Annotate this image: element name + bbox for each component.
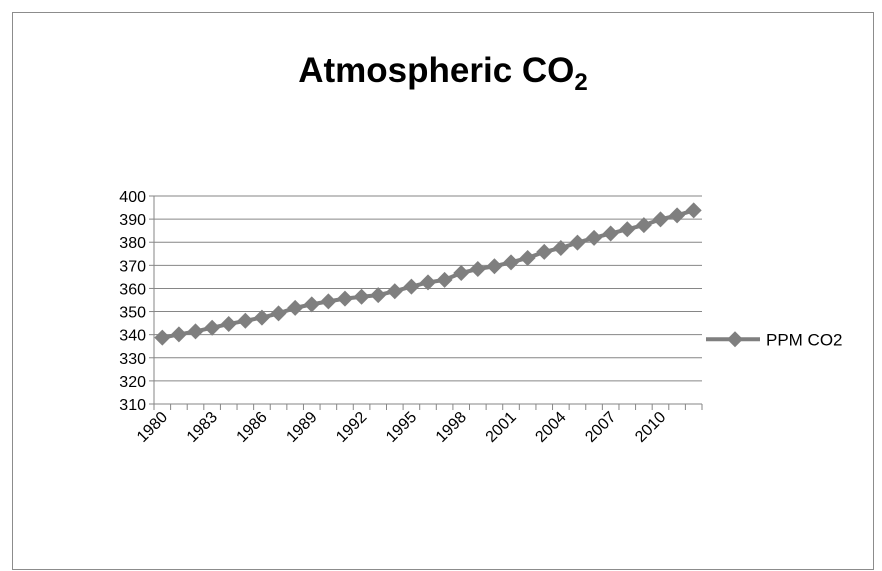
y-tick-label-360: 360: [119, 281, 146, 298]
data-point-2005: [569, 234, 586, 251]
data-point-1999: [469, 261, 486, 278]
data-point-2000: [486, 258, 503, 275]
y-tick-label-330: 330: [119, 351, 146, 368]
data-point-1992: [353, 288, 370, 305]
x-tick-label-1986: 1986: [234, 409, 271, 446]
data-point-2001: [503, 254, 520, 271]
data-point-2010: [652, 211, 669, 228]
x-tick-label-2007: 2007: [582, 409, 619, 446]
data-point-1986: [253, 309, 270, 326]
y-tick-label-340: 340: [119, 328, 146, 345]
data-point-1998: [453, 264, 470, 281]
data-point-1996: [420, 274, 436, 291]
x-tick-label-1980: 1980: [134, 409, 171, 446]
legend-marker: [727, 331, 743, 348]
data-point-2002: [519, 249, 536, 266]
y-tick-label-380: 380: [119, 235, 146, 252]
x-tick-label-1998: 1998: [433, 409, 470, 446]
x-tick-label-2010: 2010: [632, 409, 669, 446]
data-point-2009: [635, 217, 652, 234]
x-tick-label-1989: 1989: [283, 409, 320, 446]
x-tick-label-1992: 1992: [333, 409, 370, 446]
data-point-1997: [436, 271, 453, 288]
chart-title-subscript: 2: [574, 69, 588, 96]
data-point-2011: [669, 207, 686, 224]
x-tick-label-1995: 1995: [383, 409, 420, 446]
legend-label: PPM CO2: [766, 330, 843, 349]
data-point-1988: [287, 299, 304, 316]
data-point-2004: [552, 240, 569, 256]
data-point-1990: [320, 293, 337, 310]
y-tick-label-390: 390: [119, 212, 146, 229]
chart-title-main: Atmospheric CO: [298, 51, 575, 90]
data-point-1991: [336, 290, 353, 307]
data-point-2003: [536, 243, 553, 260]
data-point-1984: [220, 316, 237, 333]
x-tick-label-2001: 2001: [483, 409, 520, 446]
data-point-2012: [685, 202, 702, 219]
y-tick-label-310: 310: [119, 397, 146, 414]
data-point-2008: [619, 221, 636, 238]
data-point-1982: [187, 323, 204, 340]
data-point-1993: [370, 287, 387, 304]
data-point-1983: [204, 319, 221, 336]
chart-frame: Atmospheric CO2: [12, 12, 874, 570]
x-tick-label-2004: 2004: [532, 409, 569, 446]
data-point-1980: [154, 329, 171, 346]
data-point-1995: [403, 278, 420, 295]
chart-title: Atmospheric CO2: [13, 51, 873, 97]
y-tick-label-320: 320: [119, 374, 146, 391]
y-tick-label-350: 350: [119, 305, 146, 322]
data-point-1989: [303, 296, 320, 313]
data-point-2006: [586, 229, 603, 246]
data-point-1987: [270, 305, 287, 322]
y-tick-label-400: 400: [119, 189, 146, 206]
data-point-1985: [237, 312, 254, 329]
y-tick-label-370: 370: [119, 258, 146, 275]
data-point-1994: [386, 283, 403, 300]
data-point-2007: [602, 225, 619, 242]
x-tick-label-1983: 1983: [184, 409, 221, 446]
data-point-1981: [170, 326, 187, 343]
